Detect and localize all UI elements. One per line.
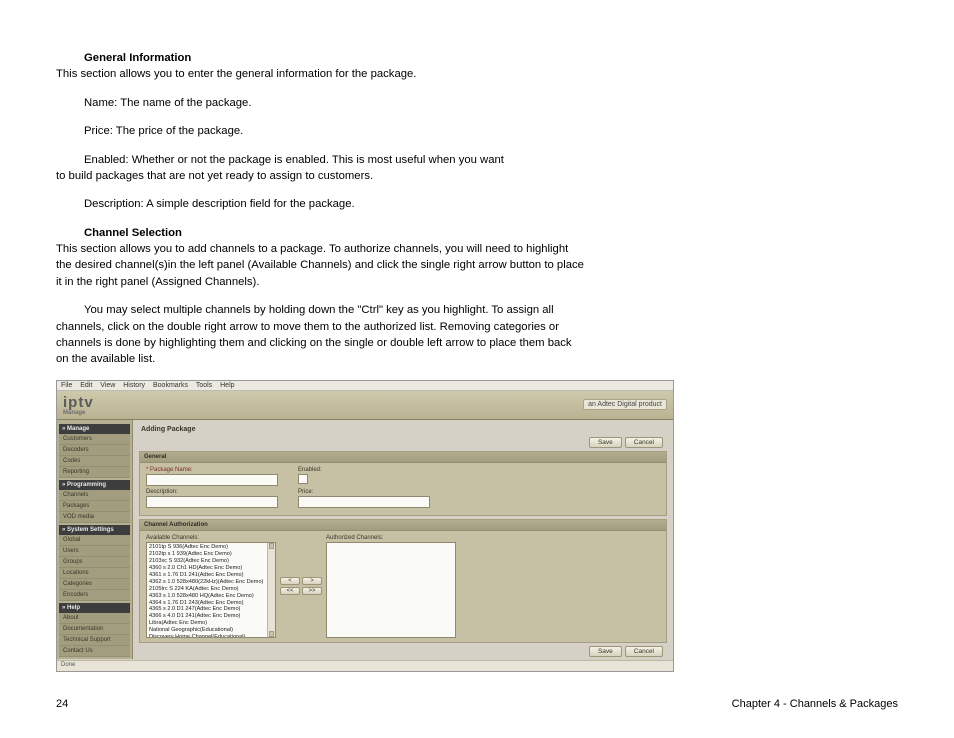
para-general-intro: This section allows you to enter the gen… <box>56 68 416 80</box>
heading-channel-selection: Channel Selection <box>84 227 182 239</box>
label-authorized-channels: Authorized Channels: <box>326 535 456 541</box>
save-button-top[interactable]: Save <box>589 437 622 448</box>
channel-option[interactable]: 4366 s 4.0 D1 241(Adtec Enc Demo) <box>149 613 273 620</box>
sidebar-item[interactable]: Encoders <box>59 590 130 601</box>
cancel-button-bottom[interactable]: Cancel <box>625 646 663 657</box>
sidebar-item[interactable]: Reporting <box>59 467 130 478</box>
channel-option[interactable]: 2101tp S 936(Adtec Enc Demo) <box>149 544 273 551</box>
label-package-name: * Package Name: <box>146 467 278 473</box>
save-button-bottom[interactable]: Save <box>589 646 622 657</box>
move-left-button[interactable]: < <box>280 577 300 585</box>
scrollbar[interactable] <box>267 543 275 637</box>
sidebar-item[interactable]: Technical Support <box>59 635 130 646</box>
sidebar-item[interactable]: Contact Us <box>59 646 130 657</box>
label-description: Description: <box>146 489 278 495</box>
menu-history[interactable]: History <box>123 382 145 389</box>
move-right-button[interactable]: > <box>302 577 322 585</box>
cancel-button-top[interactable]: Cancel <box>625 437 663 448</box>
sidebar-item[interactable]: Locations <box>59 568 130 579</box>
main-panel: Adding Package Save Cancel General * Pac… <box>133 420 673 659</box>
label-available-channels: Available Channels: <box>146 535 276 541</box>
brand-bar: iptv Manage an Adtec Digital product <box>57 391 673 420</box>
sidebar-item[interactable]: Categories <box>59 579 130 590</box>
label-enabled: Enabled: <box>298 467 322 473</box>
label-price: Price: <box>298 489 430 495</box>
sidebar-item[interactable]: Decoders <box>59 445 130 456</box>
input-description[interactable] <box>146 496 278 508</box>
channel-option[interactable]: Discovery Home Channel(Educational) <box>149 634 273 637</box>
sidebar-item[interactable]: VOD media <box>59 512 130 523</box>
channel-option[interactable]: 4365 s 2.0 D1 247(Adtec Enc Demo) <box>149 606 273 613</box>
para-name: Name: The name of the package. <box>56 95 516 111</box>
sidebar-item[interactable]: Codes <box>59 456 130 467</box>
status-bar: Done <box>57 660 673 671</box>
page-number: 24 <box>56 698 68 710</box>
sidebar-item[interactable]: Groups <box>59 557 130 568</box>
listbox-authorized[interactable] <box>326 542 456 638</box>
menu-file[interactable]: File <box>61 382 72 389</box>
para-description: Description: A simple description field … <box>56 196 516 212</box>
panel-channel-auth: Channel Authorization Available Channels… <box>139 519 667 643</box>
menu-tools[interactable]: Tools <box>196 382 212 389</box>
menu-bookmarks[interactable]: Bookmarks <box>153 382 188 389</box>
heading-general-info: General Information <box>84 52 191 64</box>
panel-general-header: General <box>140 452 666 463</box>
sidebar-item[interactable]: Packages <box>59 501 130 512</box>
sidebar-header[interactable]: » Programming <box>59 480 130 490</box>
menu-view[interactable]: View <box>100 382 115 389</box>
app-screenshot: File Edit View History Bookmarks Tools H… <box>56 380 674 672</box>
sidebar-item[interactable]: Channels <box>59 490 130 501</box>
sidebar-header[interactable]: » Manage <box>59 424 130 434</box>
channel-option[interactable]: 2105trc S 224 KA(Adtec Enc Demo) <box>149 586 273 593</box>
listbox-available[interactable]: 2101tp S 936(Adtec Enc Demo)2102tp s 1 9… <box>146 542 276 638</box>
move-all-left-button[interactable]: << <box>280 587 300 595</box>
sidebar-item[interactable]: Customers <box>59 434 130 445</box>
channel-option[interactable]: 4363 s 1.0 528x480 HQ(Adtec Enc Demo) <box>149 593 273 600</box>
channel-option[interactable]: National Geographic(Educational) <box>149 627 273 634</box>
sidebar: » ManageCustomersDecodersCodesReporting »… <box>57 420 133 659</box>
browser-menubar: File Edit View History Bookmarks Tools H… <box>57 381 673 391</box>
iptv-logo: iptv Manage <box>63 394 94 415</box>
channel-option[interactable]: Libra(Adtec Enc Demo) <box>149 620 273 627</box>
sidebar-header[interactable]: » Help <box>59 603 130 613</box>
sidebar-item[interactable]: Documentation <box>59 624 130 635</box>
channel-option[interactable]: 4360 s 2.0 Ch1 HD(Adtec Enc Demo) <box>149 565 273 572</box>
para-channel-multi: You may select multiple channels by hold… <box>56 302 586 368</box>
channel-option[interactable]: 2102tp s 1 939(Adtec Enc Demo) <box>149 551 273 558</box>
menu-edit[interactable]: Edit <box>80 382 92 389</box>
channel-option[interactable]: 4362 s 1.0 528x480(22kHz)(Adtec Enc Demo… <box>149 579 273 586</box>
adtec-badge: an Adtec Digital product <box>583 399 667 410</box>
para-price: Price: The price of the package. <box>56 123 516 139</box>
para-enabled: Enabled: Whether or not the package is e… <box>56 152 516 185</box>
panel-channel-auth-header: Channel Authorization <box>140 520 666 531</box>
input-package-name[interactable] <box>146 474 278 486</box>
checkbox-enabled[interactable] <box>298 474 308 484</box>
chapter-label: Chapter 4 - Channels & Packages <box>732 698 898 710</box>
menu-help[interactable]: Help <box>220 382 234 389</box>
sidebar-item[interactable]: Users <box>59 546 130 557</box>
input-price[interactable] <box>298 496 430 508</box>
channel-option[interactable]: 4361 s 1.76 D1 241(Adtec Enc Demo) <box>149 572 273 579</box>
channel-option[interactable]: 2103xc S 932(Adtec Enc Demo) <box>149 558 273 565</box>
move-all-right-button[interactable]: >> <box>302 587 322 595</box>
sidebar-header[interactable]: » System Settings <box>59 525 130 535</box>
channel-option[interactable]: 4364 s 1.76 D1 243(Adtec Enc Demo) <box>149 600 273 607</box>
sidebar-item[interactable]: Global <box>59 535 130 546</box>
sidebar-item[interactable]: About <box>59 613 130 624</box>
mover-buttons: < > << >> <box>280 535 322 638</box>
para-channel-authorize: This section allows you to add channels … <box>56 243 584 288</box>
form-title: Adding Package <box>141 426 667 433</box>
panel-general: General * Package Name: Enabled: <box>139 451 667 516</box>
